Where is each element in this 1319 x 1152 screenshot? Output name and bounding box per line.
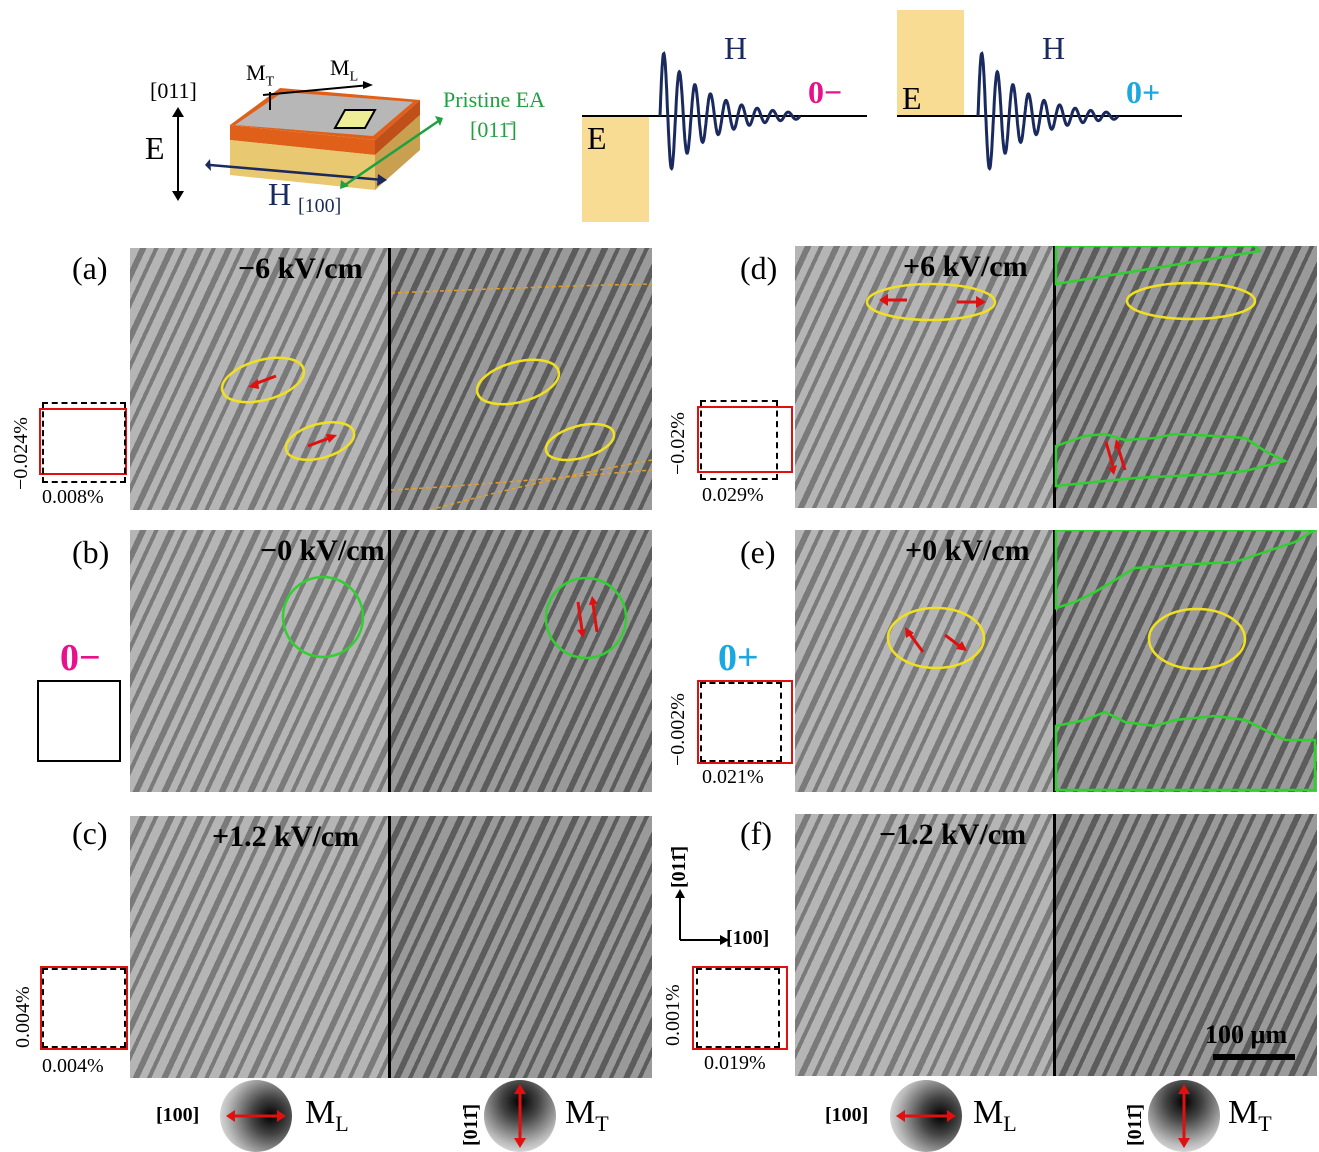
- field-label: −6 kV/cm: [238, 252, 363, 285]
- panel-c-label: (c): [72, 815, 108, 851]
- strain-v-d: −0.02%: [667, 412, 689, 475]
- image-divider: [1053, 246, 1056, 508]
- panel-e-label: (e): [740, 534, 776, 570]
- strain-box-b: [37, 680, 121, 762]
- axes-indicator: [675, 889, 729, 945]
- strain-h-e: 0.021%: [702, 766, 764, 788]
- strain-h-c: 0.004%: [42, 1055, 104, 1077]
- legend-right-ml-dir: [100]: [825, 1104, 869, 1126]
- strain-box-f: [692, 966, 788, 1050]
- image-divider: [1053, 814, 1056, 1076]
- panel-b-label: (b): [72, 534, 110, 570]
- image-divider: [388, 816, 391, 1078]
- annotations: [281, 575, 628, 660]
- strain-v-c: 0.004%: [12, 986, 34, 1048]
- baseline: [582, 115, 867, 117]
- e-field-arrow: [172, 107, 184, 201]
- panel-e-image: +0 kV/cm: [795, 530, 1317, 792]
- ml-contrast-image: [130, 248, 388, 510]
- strain-box-a: [39, 408, 127, 475]
- annotations: [865, 246, 1289, 488]
- strain-box-c-ref: [42, 968, 126, 1048]
- image-divider: [388, 530, 391, 792]
- ml-contrast-image: [130, 816, 388, 1078]
- strain-box-d: [697, 406, 793, 473]
- h-pulse-label: H: [1042, 30, 1066, 66]
- image-divider: [388, 248, 391, 510]
- legend-left-ml-dir: [100]: [156, 1104, 200, 1126]
- axis-011-label: [011]: [150, 78, 197, 103]
- field-label: −0 kV/cm: [260, 534, 385, 567]
- mt-contrast-image: [1056, 814, 1317, 1076]
- e-pulse-label: E: [587, 120, 607, 156]
- annotations: [886, 530, 1317, 792]
- legend-right-mt-dir: [011̄]: [1124, 1103, 1146, 1146]
- axis-vertical-label: [011̄]: [668, 845, 690, 888]
- scale-bar-label: 100 µm: [1205, 1020, 1288, 1049]
- ml-direction-arrow: [226, 1110, 286, 1122]
- legend-left-mt-dir: [011̄]: [460, 1103, 482, 1146]
- strain-box-d-ref: [700, 400, 778, 480]
- field-label: +0 kV/cm: [905, 534, 1030, 567]
- panel-d-label: (d): [740, 250, 778, 286]
- e-pulse-label: E: [902, 80, 922, 116]
- strain-box-f-ref: [696, 968, 780, 1048]
- strain-box-a-ref: [42, 402, 126, 483]
- h-pulse-wave: [658, 51, 802, 171]
- state-0-minus: 0−: [808, 74, 843, 110]
- legend-left-mt: MT: [565, 1094, 609, 1136]
- e-pulse-block: [897, 10, 964, 116]
- ml-contrast-image: [795, 814, 1053, 1076]
- ml-contrast-image: [795, 246, 1053, 508]
- annotations: [220, 283, 652, 510]
- state-0-minus-b: 0−: [60, 637, 101, 679]
- panel-f-image: −1.2 kV/cm 100 µm: [795, 814, 1317, 1076]
- e-pulse-block: [582, 116, 649, 222]
- field-label: +1.2 kV/cm: [212, 820, 360, 853]
- h-field-label: H: [268, 176, 292, 212]
- legend-left-ml: ML: [305, 1094, 349, 1136]
- strain-box-e-ref: [700, 682, 782, 762]
- sample-block: [205, 81, 443, 190]
- strain-v-a: −0.024%: [10, 417, 32, 490]
- legend-right-mt: MT: [1228, 1094, 1272, 1136]
- field-label: −1.2 kV/cm: [879, 818, 1027, 851]
- strain-v-e: −0.002%: [667, 693, 689, 766]
- image-divider: [1053, 530, 1056, 792]
- panel-f-label: (f): [740, 815, 772, 851]
- mt-direction-arrow: [514, 1084, 526, 1148]
- ml-contrast-image: [795, 530, 1053, 792]
- scale-bar: [1213, 1054, 1295, 1060]
- mt-label: M: [246, 60, 266, 85]
- state-0-plus: 0+: [1126, 74, 1161, 110]
- strain-v-f: 0.001%: [662, 984, 684, 1046]
- strain-h-f: 0.019%: [704, 1052, 766, 1074]
- mt-contrast-image: [1056, 530, 1317, 792]
- state-0-plus-e: 0+: [718, 637, 759, 679]
- ml-label: M: [330, 55, 350, 80]
- pristine-ea-label: Pristine EA: [443, 87, 546, 112]
- strain-box-e: [697, 680, 793, 764]
- e-field-label: E: [145, 130, 165, 166]
- h-pulse-label: H: [724, 30, 748, 66]
- panel-a-label: (a): [72, 250, 108, 286]
- strain-box-c: [40, 966, 128, 1050]
- field-label: +6 kV/cm: [903, 250, 1028, 283]
- panel-b-image: −0 kV/cm: [130, 530, 652, 792]
- h-field-dir: [100]: [298, 195, 342, 217]
- panel-d-image: +6 kV/cm: [795, 246, 1317, 508]
- mt-direction-arrow: [1178, 1084, 1190, 1148]
- strain-h-a: 0.008%: [42, 486, 104, 508]
- ml-direction-arrow: [896, 1110, 956, 1122]
- legend-right-ml: ML: [973, 1094, 1017, 1136]
- strain-h-d: 0.029%: [702, 484, 764, 506]
- panel-c-image: +1.2 kV/cm: [130, 816, 652, 1078]
- panel-a-image: −6 kV/cm: [130, 248, 652, 510]
- axis-horizontal-label: [100]: [726, 927, 770, 949]
- mt-contrast-image: [391, 530, 652, 792]
- pristine-ea-dir: [011̄]: [470, 117, 517, 142]
- h-pulse-wave: [976, 51, 1120, 171]
- mt-contrast-image: [391, 816, 652, 1078]
- ml-contrast-image: [130, 530, 388, 792]
